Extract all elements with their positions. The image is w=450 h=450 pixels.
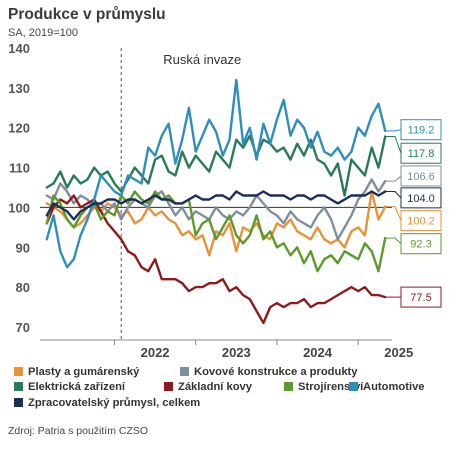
callout-box (400, 119, 442, 141)
end-value-label: 92.3 (410, 239, 431, 251)
y-tick-label: 90 (16, 240, 30, 255)
legend-item-1: Plasty a gumárenský (14, 366, 139, 378)
series-line-5 (45, 190, 387, 273)
y-tick-label: 140 (8, 41, 30, 56)
series-line-1 (45, 190, 387, 257)
callout-leader (385, 175, 402, 182)
legend-swatch (14, 398, 23, 407)
legend-swatch (180, 367, 189, 376)
chart-title: Produkce v průmyslu (8, 6, 166, 23)
callout-box (400, 210, 442, 232)
legend-label: Strojírenství (298, 381, 364, 393)
callout-box (400, 187, 442, 209)
series-line-3 (45, 134, 387, 197)
y-tick-label: 120 (8, 121, 30, 136)
end-value-label: 117.8 (408, 148, 435, 160)
callout-leader (385, 129, 402, 132)
callout-leader (385, 206, 402, 221)
callout-box (400, 286, 442, 308)
x-tick-label: 2025 (384, 345, 413, 360)
series-line-2 (45, 178, 387, 241)
legend-swatch (164, 382, 173, 391)
legend-item-2: Kovové konstrukce a produkty (180, 366, 358, 378)
source-note: Zdroj: Patria s použitím CZSO (8, 425, 149, 437)
legend-item-5: Strojírenství (284, 381, 363, 393)
chart-canvas: 70 80 90 100 110 120 130 140 Ruská invaze 2022 2… (8, 41, 442, 360)
callout-box (400, 142, 442, 164)
legend-label: Zpracovatelský průmysl, celkem (28, 397, 201, 409)
end-value-label: 119.2 (408, 125, 435, 137)
chart-subtitle: SA, 2019=100 (8, 27, 79, 39)
legend-swatch (14, 382, 23, 391)
annotation-label: Ruská invaze (163, 52, 241, 67)
legend-swatch (349, 382, 358, 391)
callout-leader (385, 237, 402, 245)
y-tick-label: 110 (9, 161, 30, 176)
y-tick-label: 130 (8, 81, 30, 96)
callout-box (400, 233, 442, 255)
end-value-label: 77.5 (410, 292, 431, 304)
series-line-7 (45, 190, 387, 221)
callout-leader (385, 190, 402, 199)
y-tick-label: 70 (16, 320, 30, 335)
series-line-6 (45, 78, 387, 269)
y-tick-label: 100 (8, 200, 30, 215)
callout-leader (385, 135, 402, 154)
legend-label: Kovové konstrukce a produkty (194, 366, 358, 378)
x-tick-label: 2023 (222, 345, 251, 360)
end-value-label: 106.6 (407, 171, 435, 183)
legend-item-6: Automotive (349, 381, 425, 393)
x-tick-label: 2024 (303, 345, 333, 360)
legend-label: Automotive (363, 381, 425, 393)
legend-item-7: Zpracovatelský průmysl, celkem (14, 397, 200, 409)
x-tick-label: 2022 (141, 345, 170, 360)
legend-label: Plasty a gumárenský (28, 366, 140, 378)
legend-label: Elektrická zařízení (28, 381, 126, 393)
callout-box (400, 165, 442, 187)
legend-item-4: Základní kovy (164, 381, 252, 393)
y-tick-label: 80 (16, 280, 30, 295)
end-value-label: 104.0 (407, 193, 435, 205)
legend-label: Základní kovy (178, 381, 252, 393)
end-value-label: 100.2 (407, 216, 435, 228)
legend-item-3: Elektrická zařízení (14, 381, 125, 393)
legend-swatch (14, 367, 23, 376)
legend-swatch (284, 382, 293, 391)
